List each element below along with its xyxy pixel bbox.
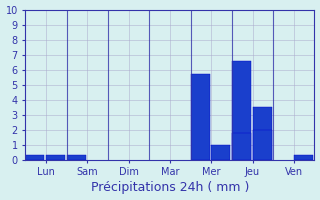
Bar bbox=[191, 74, 210, 160]
Bar bbox=[252, 107, 271, 160]
Bar bbox=[252, 130, 271, 160]
Bar bbox=[26, 155, 44, 160]
Bar bbox=[67, 155, 86, 160]
Bar bbox=[294, 155, 313, 160]
X-axis label: Précipitations 24h ( mm ): Précipitations 24h ( mm ) bbox=[91, 181, 249, 194]
Bar bbox=[232, 133, 251, 160]
Bar bbox=[46, 155, 65, 160]
Bar bbox=[232, 61, 251, 160]
Bar bbox=[211, 145, 230, 160]
